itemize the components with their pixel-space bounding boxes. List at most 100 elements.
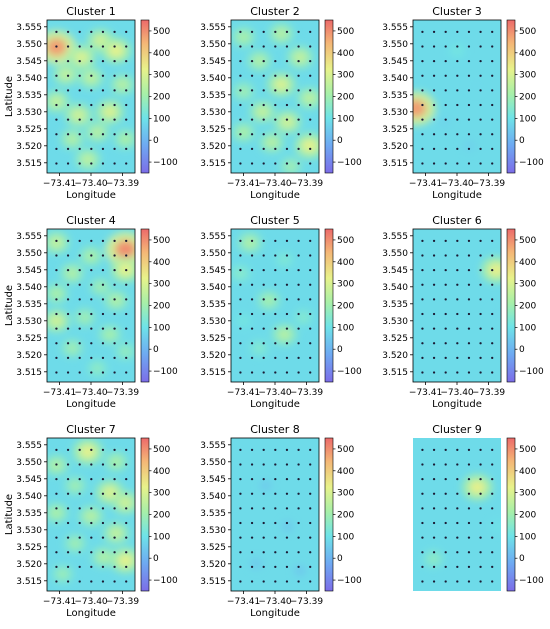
hotspot [102, 485, 118, 499]
x-axis-label: Longitude [432, 190, 482, 201]
y-tick-label: 3.550 [200, 458, 226, 468]
sample-point [239, 268, 242, 272]
sample-point [66, 147, 70, 151]
sample-point [467, 507, 471, 510]
sample-point [113, 551, 116, 554]
sample-point [90, 371, 93, 374]
sample-point [113, 147, 116, 151]
sample-point [491, 312, 494, 316]
sample-point [250, 342, 254, 345]
sample-point [262, 239, 265, 243]
sample-point [239, 118, 242, 121]
x-tick-label: −73.39 [290, 597, 324, 607]
sample-point [262, 45, 265, 48]
sample-point [125, 521, 128, 525]
y-tick-label: 3.515 [200, 577, 226, 587]
sample-point [101, 327, 105, 330]
sample-point [250, 45, 254, 48]
sample-point [262, 254, 265, 257]
hotspot [237, 31, 250, 43]
sample-point [432, 59, 436, 63]
sample-point [285, 580, 289, 583]
sample-point [491, 327, 494, 330]
sample-point [467, 521, 471, 525]
colorbar-tick-label: 100 [519, 532, 536, 542]
sample-point [90, 342, 93, 345]
sample-point [285, 342, 289, 345]
sample-point [432, 268, 436, 272]
hotspot [296, 567, 304, 574]
y-tick-label: 3.525 [200, 543, 226, 553]
hotspot [493, 522, 501, 531]
colorbar-tick-label: 500 [153, 236, 170, 246]
sample-point [262, 536, 265, 539]
sample-point [479, 103, 482, 107]
sample-point [467, 448, 471, 452]
sample-point [432, 283, 436, 286]
sample-point [113, 521, 116, 525]
sample-point [125, 103, 128, 107]
sample-point [309, 551, 312, 554]
sample-point [262, 30, 265, 34]
sample-point [113, 580, 116, 583]
y-tick-label: 3.535 [200, 91, 226, 101]
sample-point [297, 342, 300, 345]
y-tick-label: 3.545 [382, 266, 408, 276]
sample-point [421, 448, 424, 452]
sample-point [101, 463, 105, 466]
sample-point [113, 103, 116, 107]
sample-point [90, 536, 93, 539]
sample-point [467, 268, 471, 272]
colorbar-tick-label: 200 [337, 511, 354, 521]
sample-point [274, 536, 277, 539]
sample-point [456, 492, 459, 495]
sample-points [421, 30, 494, 165]
sample-point [262, 74, 265, 77]
sample-point [55, 118, 58, 121]
sample-point [113, 30, 116, 34]
sample-point [467, 118, 471, 121]
sample-point [113, 298, 116, 301]
hotspot [49, 236, 64, 249]
sample-point [274, 371, 277, 374]
sample-point [444, 89, 447, 92]
sample-point [421, 89, 424, 92]
sample-point [250, 507, 254, 510]
sample-point [239, 30, 242, 34]
sample-point [239, 536, 242, 539]
sample-point [250, 254, 254, 257]
sample-point [421, 162, 424, 165]
colorbar-tick-label: 0 [519, 345, 525, 355]
sample-point [491, 283, 494, 286]
sample-point [479, 254, 482, 257]
sample-point [262, 507, 265, 510]
colorbar-tick-label: 400 [153, 258, 170, 268]
y-tick-label: 3.535 [16, 509, 42, 519]
sample-point [55, 59, 58, 63]
sample-point [309, 492, 312, 495]
sample-point [297, 492, 300, 495]
x-tick-label: −73.39 [106, 388, 140, 398]
sample-point [125, 536, 128, 539]
y-tick-label: 3.525 [16, 543, 42, 553]
sample-point [491, 551, 494, 554]
colorbar-tick-label: 200 [519, 93, 536, 103]
sample-point [55, 463, 58, 466]
sample-point [66, 74, 70, 77]
sample-point [309, 371, 312, 374]
sample-point [250, 30, 254, 34]
colorbar-tick-label: 300 [153, 280, 170, 290]
x-axis-label: Longitude [66, 399, 116, 410]
sample-point [66, 342, 70, 345]
sample-point [125, 448, 128, 452]
sample-point [125, 551, 128, 554]
y-tick-label: 3.555 [200, 441, 226, 451]
y-tick-label: 3.525 [382, 125, 408, 135]
sample-point [239, 103, 242, 107]
y-tick-label: 3.550 [382, 40, 408, 50]
y-tick-label: 3.540 [200, 283, 226, 293]
sample-point [250, 147, 254, 151]
sample-point [274, 298, 277, 301]
sample-point [456, 45, 459, 48]
x-axis-label: Longitude [250, 190, 300, 201]
